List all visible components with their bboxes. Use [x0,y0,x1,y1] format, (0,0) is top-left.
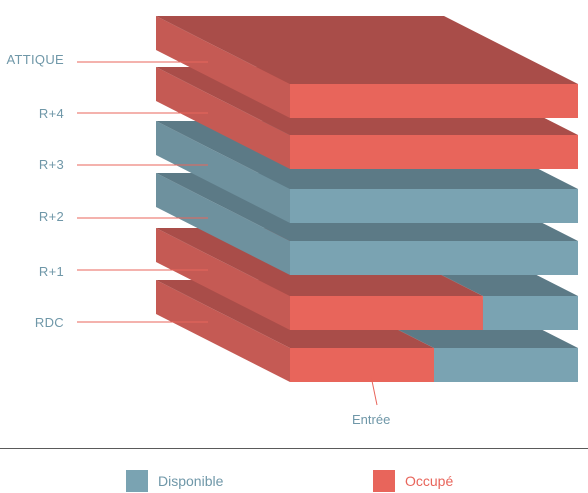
legend-label-occupied: Occupé [405,473,454,489]
slab-top-occupied [156,16,578,84]
slab-front-occupied [290,348,434,382]
divider-line [0,448,588,449]
slab-front-available [290,241,578,275]
slab-left-face [156,67,290,169]
slab-left-face [156,228,290,330]
entrance-pointer-line [370,375,378,406]
slab-front-occupied [290,296,483,330]
label-leader-lines [77,61,378,406]
floor-slabs [156,16,578,382]
floor-label-r3: R+3 [38,157,64,172]
legend-label-available: Disponible [158,473,224,489]
legend-item-occupied: Occupé [373,470,453,492]
slab-front-occupied [290,135,578,169]
slab-left-face [156,16,290,118]
floor-slab [156,16,578,118]
slab-front-available [290,189,578,223]
slab-front-available [434,348,578,382]
floor-label-r2: R+2 [38,209,64,224]
slab-front-available [482,296,578,330]
legend-swatch-available [126,470,148,492]
legend-item-available: Disponible [126,470,223,492]
entrance-label: Entrée [352,412,391,427]
floor-label-attique: ATTIQUE [6,52,64,67]
floor-label-r4: R+4 [38,106,64,121]
slab-front-occupied [290,84,578,118]
slab-left-face [156,173,290,275]
legend-swatch-occupied [373,470,395,492]
floor-label-r1: R+1 [38,264,64,279]
slab-left-face [156,280,290,382]
floor-label-rdc: RDC [34,315,64,330]
slab-left-face [156,121,290,223]
building-diagram [77,16,578,406]
